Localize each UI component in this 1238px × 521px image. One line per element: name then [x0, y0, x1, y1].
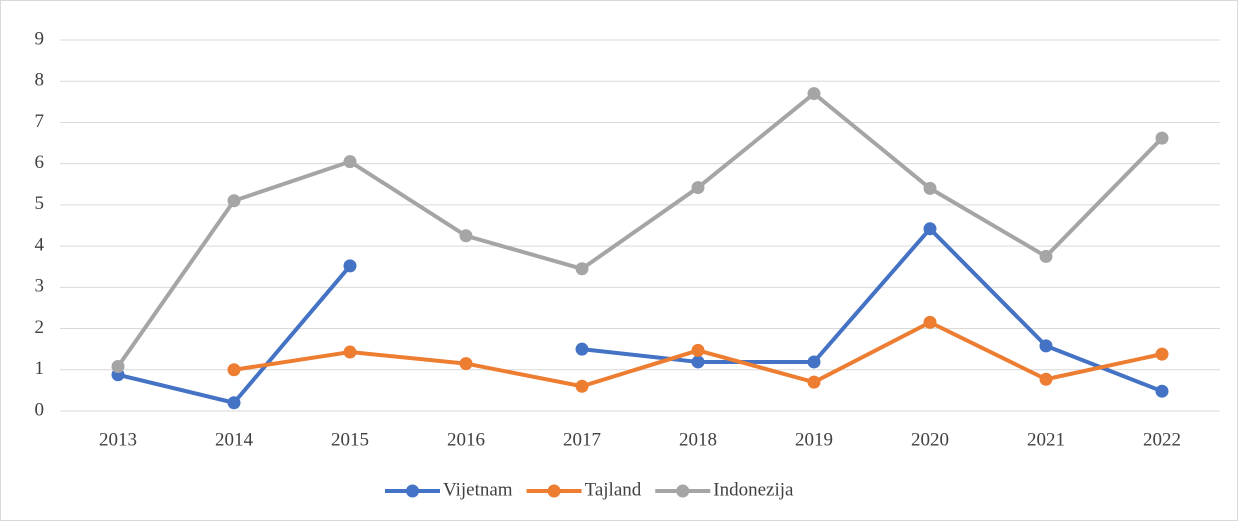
data-point	[691, 181, 705, 195]
data-point	[227, 194, 241, 208]
y-tick-label: 0	[35, 399, 45, 420]
x-tick-label: 2014	[215, 429, 254, 450]
data-point	[343, 345, 357, 359]
y-tick-label: 4	[35, 234, 45, 255]
y-tick-label: 7	[35, 111, 45, 132]
data-point	[227, 363, 241, 377]
x-tick-label: 2016	[447, 429, 485, 450]
data-point	[575, 262, 589, 276]
data-point	[459, 229, 473, 243]
data-point	[1155, 131, 1169, 145]
x-tick-label: 2017	[563, 429, 601, 450]
x-tick-label: 2022	[1143, 429, 1181, 450]
y-tick-label: 5	[35, 193, 45, 214]
x-tick-label: 2021	[1027, 429, 1065, 450]
data-point	[1039, 339, 1053, 353]
legend-label: Tajland	[585, 479, 642, 500]
data-point	[923, 181, 937, 195]
data-point	[343, 155, 357, 169]
y-tick-label: 9	[35, 28, 45, 49]
data-point	[691, 355, 705, 369]
data-point	[923, 315, 937, 329]
data-point	[1039, 249, 1053, 263]
x-tick-label: 2019	[795, 429, 833, 450]
legend-swatch-dot	[547, 484, 561, 498]
series-line	[116, 91, 1164, 368]
x-tick-label: 2018	[679, 429, 717, 450]
data-point	[575, 342, 589, 356]
data-point	[459, 357, 473, 371]
data-point	[111, 359, 125, 373]
legend-item: Tajland	[526, 479, 642, 500]
data-point	[923, 222, 937, 236]
x-tick-label: 2013	[99, 429, 137, 450]
legend-item: Vijetnam	[385, 479, 513, 500]
legend-label: Vijetnam	[443, 479, 513, 500]
data-point	[1039, 372, 1053, 386]
x-tick-label: 2020	[911, 429, 949, 450]
data-point	[1155, 384, 1169, 398]
y-tick-label: 8	[35, 70, 45, 91]
data-point	[807, 87, 821, 101]
y-tick-label: 6	[35, 152, 45, 173]
data-point	[691, 343, 705, 357]
legend-item: Indonezija	[655, 479, 794, 500]
data-point	[575, 379, 589, 393]
legend-label: Indonezija	[713, 479, 794, 500]
data-point	[343, 259, 357, 273]
legend-swatch-dot	[406, 484, 419, 498]
data-point	[807, 355, 821, 369]
data-point	[1155, 347, 1169, 361]
legend-swatch-dot	[676, 484, 690, 498]
y-tick-label: 3	[35, 276, 45, 297]
y-tick-label: 1	[35, 358, 45, 379]
y-tick-label: 2	[35, 317, 45, 338]
data-point	[227, 396, 241, 410]
data-point	[807, 375, 821, 389]
x-tick-label: 2015	[331, 429, 369, 450]
